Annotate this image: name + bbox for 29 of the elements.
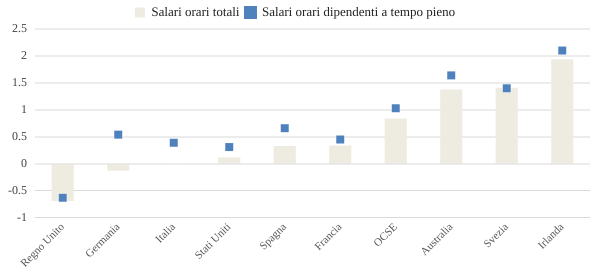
point — [502, 84, 512, 93]
legend-label: Salari orari totali — [151, 4, 240, 19]
y-tick-label: 1 — [20, 102, 27, 116]
bar — [496, 88, 518, 164]
bar — [329, 145, 352, 164]
point — [391, 104, 400, 113]
y-tick-label: 0 — [20, 156, 27, 170]
y-tick-label: 2 — [20, 48, 27, 62]
point — [336, 135, 345, 144]
bar — [440, 89, 462, 164]
bar — [274, 146, 296, 164]
point — [58, 193, 68, 202]
point — [169, 138, 178, 148]
y-tick-label: 0.5 — [12, 128, 27, 143]
point — [114, 130, 123, 140]
bar — [551, 59, 574, 164]
x-tick-label: Italia — [153, 220, 178, 246]
point — [446, 70, 456, 80]
y-tick-label: -1 — [16, 210, 27, 224]
bar — [384, 118, 407, 164]
point — [558, 46, 567, 56]
legend-label: Salari orari dipendenti a tempo pieno — [262, 4, 456, 19]
y-tick-label: 2.5 — [12, 21, 27, 36]
point — [280, 124, 290, 133]
point — [224, 142, 234, 152]
bar — [218, 157, 240, 164]
bar — [107, 164, 130, 171]
y-tick-label: 1.5 — [12, 75, 27, 90]
y-tick-label: -0.5 — [8, 182, 27, 197]
